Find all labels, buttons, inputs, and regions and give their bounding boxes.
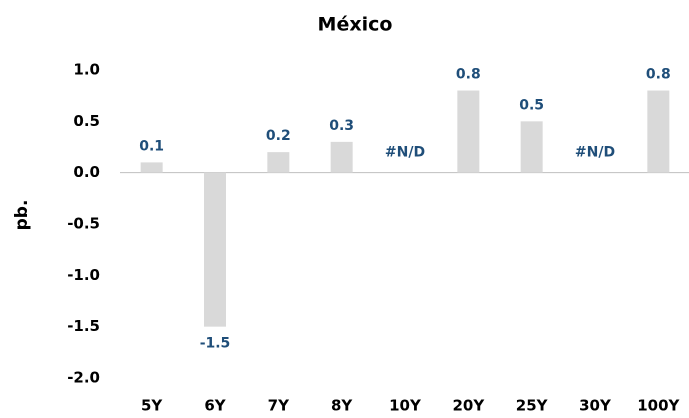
y-tick-label: -2.0 [67, 369, 100, 387]
bar [330, 141, 353, 173]
value-label: 0.1 [139, 138, 164, 154]
bar [647, 90, 670, 173]
y-tick-label: -1.5 [67, 317, 100, 335]
x-tick-label: 10Y [389, 397, 422, 415]
value-label: #N/D [385, 145, 425, 161]
y-tick-label: -0.5 [67, 215, 100, 233]
y-tick-label: 0.5 [73, 112, 100, 130]
x-tick-label: 20Y [452, 397, 485, 415]
bar [520, 121, 543, 173]
value-label: 0.3 [329, 118, 354, 134]
bar [204, 172, 226, 327]
x-tick-label: 5Y [141, 397, 163, 415]
y-tick-label: 0.0 [73, 163, 100, 181]
x-tick-label: 25Y [516, 397, 549, 415]
bar [457, 90, 480, 173]
y-tick-label: -1.0 [67, 266, 100, 284]
x-tick-label: 7Y [268, 397, 290, 415]
value-label: 0.5 [519, 97, 544, 113]
value-label: 0.8 [456, 67, 481, 83]
chart-title: México [318, 14, 393, 36]
x-tick-label: 6Y [204, 397, 226, 415]
value-label: 0.2 [266, 128, 291, 144]
y-tick-label: 1.0 [73, 61, 100, 79]
y-axis-label: pb. [12, 200, 32, 231]
bar [267, 152, 290, 173]
bar [140, 162, 163, 173]
value-label: #N/D [575, 145, 615, 161]
value-label: 0.8 [646, 67, 671, 83]
x-tick-label: 100Y [637, 397, 680, 415]
value-label: -1.5 [200, 336, 231, 352]
x-tick-label: 30Y [579, 397, 612, 415]
x-tick-label: 8Y [331, 397, 353, 415]
